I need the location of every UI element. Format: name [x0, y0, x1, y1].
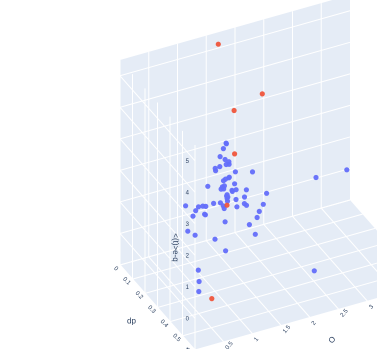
x-tick-label: 0.5	[225, 340, 235, 349]
data-point-blue[interactable]	[247, 222, 252, 227]
y-tick-label: 0	[112, 266, 119, 273]
y-tick-label: 0.2	[134, 291, 145, 302]
data-point-blue[interactable]	[253, 232, 258, 237]
data-point-red[interactable]	[209, 296, 214, 301]
y-tick-label: 0.1	[121, 276, 132, 287]
data-point-blue[interactable]	[226, 159, 231, 164]
data-point-blue[interactable]	[223, 248, 228, 253]
x-tick-label: 2	[311, 320, 318, 327]
data-point-red[interactable]	[224, 203, 229, 208]
chart-panes	[120, 0, 377, 349]
data-point-blue[interactable]	[219, 187, 224, 192]
data-point-blue[interactable]	[218, 154, 223, 159]
x-tick-label: 3	[368, 304, 375, 311]
x-tick-label: 1.5	[282, 324, 292, 335]
data-point-blue[interactable]	[250, 169, 255, 174]
data-point-blue[interactable]	[217, 164, 222, 169]
data-point-blue[interactable]	[255, 215, 260, 220]
data-point-blue[interactable]	[242, 201, 247, 206]
data-point-blue[interactable]	[221, 178, 226, 183]
y-axis-title: dp	[127, 317, 136, 326]
data-point-blue[interactable]	[257, 209, 262, 214]
data-point-blue[interactable]	[242, 194, 247, 199]
data-point-blue[interactable]	[261, 202, 266, 207]
x-tick-label: 1	[253, 336, 260, 343]
data-point-red[interactable]	[216, 42, 221, 47]
x-tick-label: 2.5	[340, 308, 350, 319]
data-point-blue[interactable]	[196, 204, 201, 209]
z-axis-title: <(t)>e-q	[171, 233, 180, 261]
data-point-blue[interactable]	[313, 175, 318, 180]
data-point-blue[interactable]	[213, 166, 218, 171]
data-point-blue[interactable]	[212, 237, 217, 242]
data-point-red[interactable]	[232, 151, 237, 156]
data-point-blue[interactable]	[205, 184, 210, 189]
data-point-blue[interactable]	[223, 219, 228, 224]
data-point-blue[interactable]	[190, 214, 195, 219]
data-point-blue[interactable]	[264, 191, 269, 196]
data-point-blue[interactable]	[211, 201, 216, 206]
y-tick-label: 0.5	[171, 333, 182, 344]
data-point-blue[interactable]	[183, 203, 188, 208]
data-point-blue[interactable]	[344, 167, 349, 172]
data-point-blue[interactable]	[226, 175, 231, 180]
data-point-blue[interactable]	[196, 289, 201, 294]
data-point-blue[interactable]	[221, 146, 226, 151]
data-point-blue[interactable]	[224, 141, 229, 146]
data-point-blue[interactable]	[193, 233, 198, 238]
data-point-blue[interactable]	[233, 169, 238, 174]
data-point-blue[interactable]	[197, 279, 202, 284]
data-point-blue[interactable]	[233, 197, 238, 202]
data-point-blue[interactable]	[196, 268, 201, 273]
data-point-blue[interactable]	[234, 187, 239, 192]
data-point-blue[interactable]	[244, 187, 249, 192]
data-point-red[interactable]	[232, 108, 237, 113]
data-point-blue[interactable]	[185, 229, 190, 234]
data-point-blue[interactable]	[312, 268, 317, 273]
data-point-red[interactable]	[260, 91, 265, 96]
data-point-blue[interactable]	[202, 212, 207, 217]
data-point-blue[interactable]	[225, 192, 230, 197]
data-point-blue[interactable]	[234, 204, 239, 209]
y-tick-label: 0.3	[146, 305, 157, 316]
data-point-blue[interactable]	[232, 181, 237, 186]
y-tick-label: 0.4	[159, 319, 170, 330]
x-axis-title: O	[327, 335, 338, 346]
